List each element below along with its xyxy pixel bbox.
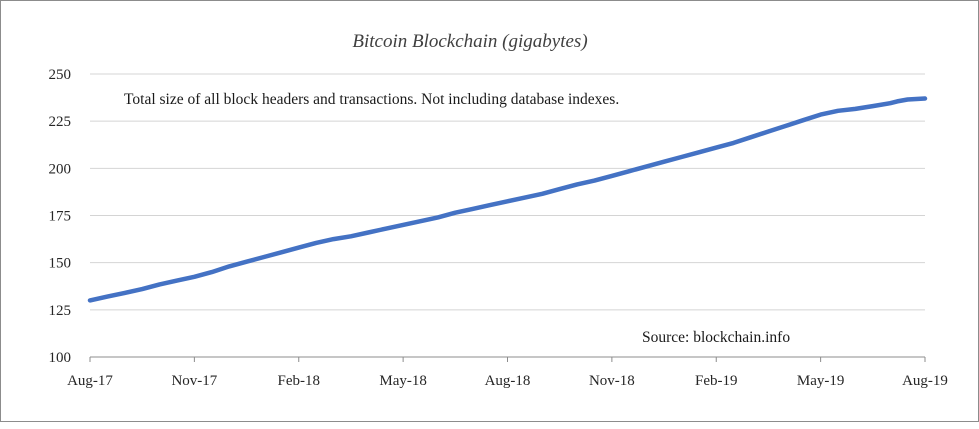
y-tick-label: 225 [49,114,72,130]
x-tick-label: Nov-17 [171,373,217,389]
chart-title: Bitcoin Blockchain (gigabytes) [352,31,587,52]
x-tick-label: Nov-18 [589,373,635,389]
x-tick-label: Aug-17 [67,373,113,389]
x-tick-label: Feb-18 [278,373,321,389]
source-text: Source: blockchain.info [642,329,790,346]
x-tick-label: Feb-19 [695,373,738,389]
y-tick-label: 250 [49,67,72,83]
annotation-text: Total size of all block headers and tran… [124,91,619,108]
y-tick-label: 175 [49,209,72,225]
y-tick-label: 100 [49,350,72,366]
y-tick-label: 150 [49,256,72,272]
x-tick-label: Aug-18 [485,373,531,389]
y-tick-label: 200 [49,161,72,177]
x-axis: Aug-17 Nov-17 Feb-18 May-18 Aug-18 Nov-18 Feb-… [67,357,948,389]
gridlines [90,73,925,311]
x-tick-label: May-18 [379,373,427,389]
series-line [87,96,928,303]
y-axis: 100 125 150 175 200 225 250 [49,67,72,366]
series-layer [87,96,928,303]
y-tick-label: 125 [49,303,72,319]
x-tick-label: May-19 [797,373,845,389]
x-tick-label: Aug-19 [902,373,948,389]
